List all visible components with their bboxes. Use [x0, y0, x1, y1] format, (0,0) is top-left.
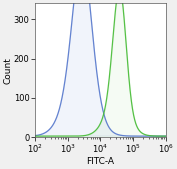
Y-axis label: Count: Count — [3, 57, 12, 84]
X-axis label: FITC-A: FITC-A — [86, 157, 114, 166]
